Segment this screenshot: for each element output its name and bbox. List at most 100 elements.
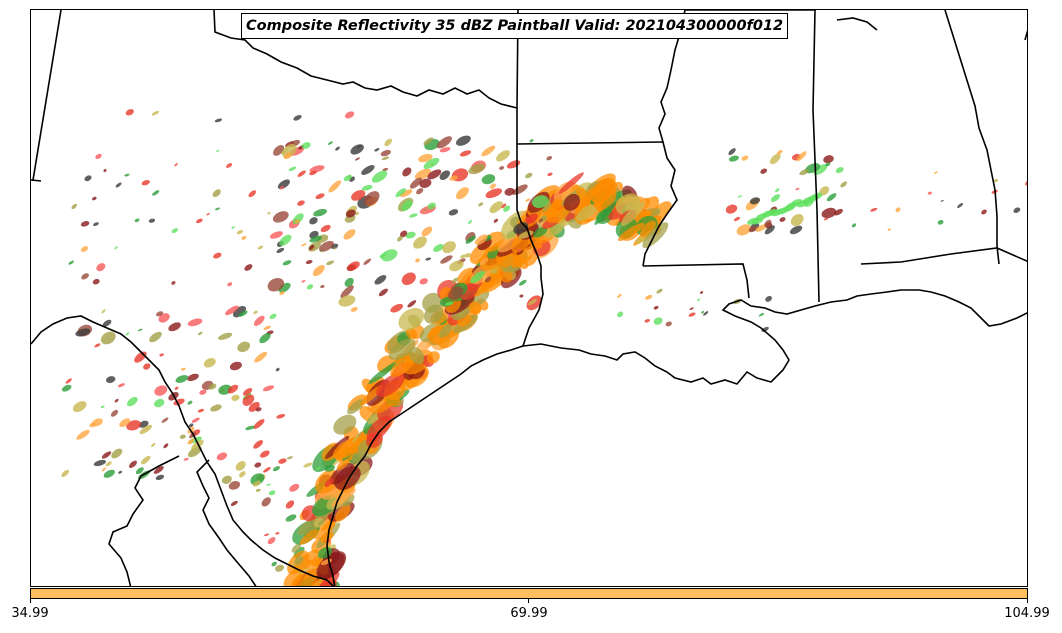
reflectivity-blob bbox=[366, 415, 392, 442]
reflectivity-blob bbox=[76, 429, 90, 440]
map-canvas bbox=[31, 10, 1027, 586]
reflectivity-blob bbox=[68, 260, 75, 265]
reflectivity-blob bbox=[448, 209, 459, 216]
reflectivity-blob bbox=[187, 438, 195, 445]
reflectivity-blob bbox=[203, 358, 216, 368]
reflectivity-blob bbox=[239, 471, 246, 478]
reflectivity-blob bbox=[764, 225, 775, 235]
reflectivity-blob bbox=[103, 169, 107, 172]
reflectivity-blob bbox=[355, 211, 360, 216]
reflectivity-blob bbox=[299, 529, 319, 545]
reflectivity-blob bbox=[135, 467, 144, 475]
reflectivity-blob bbox=[267, 537, 276, 545]
reflectivity-blob bbox=[519, 279, 527, 286]
reflectivity-blob bbox=[285, 514, 297, 522]
reflectivity-blob bbox=[231, 226, 235, 229]
reflectivity-blob bbox=[229, 361, 242, 371]
reflectivity-blob bbox=[642, 222, 669, 249]
reflectivity-blob bbox=[500, 203, 507, 209]
reflectivity-blob bbox=[187, 400, 193, 405]
reflectivity-blob bbox=[231, 394, 240, 402]
reflectivity-blob bbox=[197, 408, 205, 413]
reflectivity-blob bbox=[279, 186, 285, 190]
reflectivity-blob bbox=[297, 170, 306, 177]
reflectivity-paintball-layer bbox=[61, 109, 1027, 586]
reflectivity-blob bbox=[125, 109, 134, 116]
reflectivity-blob bbox=[834, 208, 843, 216]
arkansas-louisiana-border bbox=[516, 141, 664, 145]
reflectivity-blob bbox=[143, 363, 151, 370]
reflectivity-blob bbox=[345, 209, 356, 218]
reflectivity-blob bbox=[479, 257, 489, 266]
reflectivity-blob bbox=[189, 432, 196, 439]
reflectivity-blob bbox=[770, 194, 781, 202]
reflectivity-blob bbox=[154, 398, 165, 408]
reflectivity-blob bbox=[384, 138, 392, 147]
reflectivity-blob bbox=[351, 190, 366, 201]
reflectivity-blob bbox=[596, 209, 614, 224]
reflectivity-blob bbox=[887, 228, 892, 231]
reflectivity-blob bbox=[141, 180, 150, 186]
reflectivity-blob bbox=[297, 200, 305, 206]
reflectivity-blob bbox=[402, 167, 412, 177]
reflectivity-blob bbox=[775, 188, 780, 193]
colorbar bbox=[30, 588, 1028, 599]
reflectivity-blob bbox=[152, 190, 160, 196]
reflectivity-blob bbox=[478, 202, 484, 207]
reflectivity-blob bbox=[755, 224, 767, 232]
reflectivity-blob bbox=[934, 171, 938, 175]
reflectivity-blob bbox=[538, 218, 544, 223]
reflectivity-blob bbox=[94, 343, 101, 348]
reflectivity-blob bbox=[171, 228, 178, 234]
reflectivity-blob bbox=[733, 216, 741, 222]
reflectivity-blob bbox=[363, 258, 372, 265]
reflectivity-blob bbox=[309, 217, 318, 225]
reflectivity-blob bbox=[250, 473, 265, 486]
new-mexico-border bbox=[32, 10, 62, 181]
reflectivity-blob bbox=[439, 170, 451, 181]
reflectivity-blob bbox=[361, 165, 375, 175]
new-mexico-border-south bbox=[31, 179, 42, 182]
reflectivity-blob bbox=[563, 193, 581, 211]
reflectivity-blob bbox=[728, 155, 739, 162]
reflectivity-blob bbox=[214, 118, 223, 123]
reflectivity-blob bbox=[551, 198, 563, 210]
reflectivity-blob bbox=[276, 414, 286, 419]
colorbar-label-max: 104.99 bbox=[1004, 606, 1050, 621]
reflectivity-blob bbox=[235, 461, 246, 471]
reflectivity-blob bbox=[269, 313, 277, 320]
reflectivity-blob bbox=[301, 243, 307, 247]
map-title: Composite Reflectivity 35 dBZ Paintball … bbox=[241, 13, 789, 39]
georgia-northern-fragment bbox=[1024, 30, 1027, 41]
reflectivity-blob bbox=[390, 352, 417, 378]
reflectivity-blob bbox=[80, 246, 89, 252]
reflectivity-blob bbox=[218, 332, 233, 340]
reflectivity-blob bbox=[263, 467, 271, 473]
reflectivity-blob bbox=[245, 425, 255, 431]
reflectivity-blob bbox=[511, 243, 538, 269]
reflectivity-blob bbox=[175, 375, 189, 383]
reflectivity-blob bbox=[696, 298, 701, 302]
colorbar-tick-max bbox=[1027, 599, 1028, 603]
reflectivity-blob bbox=[206, 213, 210, 216]
reflectivity-blob bbox=[468, 163, 486, 175]
reflectivity-blob bbox=[213, 252, 222, 259]
reflectivity-blob bbox=[315, 466, 321, 470]
reflectivity-blob bbox=[493, 218, 499, 223]
reflectivity-blob bbox=[91, 418, 103, 427]
reflectivity-blob bbox=[313, 208, 327, 217]
reflectivity-blob bbox=[576, 203, 598, 222]
reflectivity-blob bbox=[158, 313, 170, 323]
reflectivity-blob bbox=[374, 148, 380, 152]
louisiana-mississippi-border bbox=[642, 263, 750, 299]
reflectivity-blob bbox=[455, 187, 469, 200]
reflectivity-blob bbox=[496, 150, 510, 162]
reflectivity-blob bbox=[187, 318, 203, 327]
reflectivity-blob bbox=[168, 322, 181, 332]
reflectivity-blob bbox=[419, 178, 432, 188]
reflectivity-blob bbox=[349, 435, 368, 455]
reflectivity-blob bbox=[210, 404, 222, 412]
reflectivity-blob bbox=[418, 153, 433, 163]
reflectivity-blob bbox=[506, 160, 521, 169]
reflectivity-blob bbox=[328, 180, 342, 193]
